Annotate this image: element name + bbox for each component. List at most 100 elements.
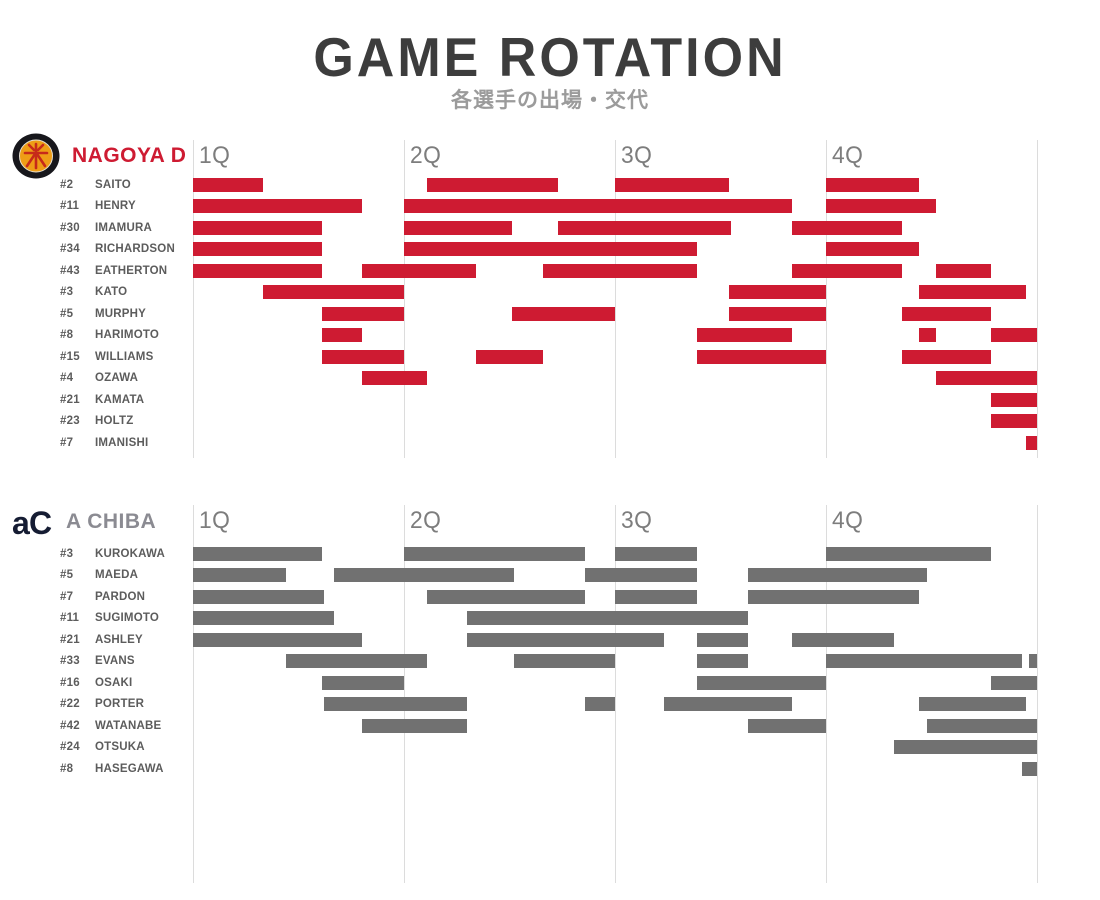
player-name: EATHERTON (95, 264, 168, 277)
player-number: #5 (60, 569, 74, 582)
stint-bar (361, 371, 428, 385)
player-row-saito: #2 SAITO (0, 174, 1100, 196)
player-name: WATANABE (95, 719, 162, 732)
page-subtitle: 各選手の出場・交代 (451, 88, 649, 112)
stint-bar (728, 285, 826, 299)
player-number: #8 (60, 762, 74, 775)
player-row-sugimoto: #11 SUGIMOTO (0, 608, 1100, 630)
player-row-imanishi: #7 IMANISHI (0, 432, 1100, 454)
gridline-q3-start (615, 140, 616, 458)
player-name: RICHARDSON (95, 243, 175, 256)
stint-bar (990, 675, 1037, 690)
stint-bar (321, 328, 362, 342)
player-row-kurokawa: #3 KUROKAWA (0, 543, 1100, 565)
stint-bar (935, 263, 991, 278)
player-row-richardson: #34 RICHARDSON (0, 239, 1100, 261)
team-header-chiba: a C A CHIBA (12, 501, 156, 543)
stint-bar (323, 697, 468, 711)
quarter-label-2q: 2Q (410, 507, 442, 534)
stint-bar (404, 546, 586, 561)
player-number: #3 (60, 547, 74, 560)
stint-bar (697, 675, 826, 690)
gridline-q4-start (826, 140, 827, 458)
quarter-label-1q: 1Q (199, 507, 231, 534)
stint-bars (193, 651, 1037, 673)
stint-bar (990, 414, 1037, 428)
stint-bar (193, 242, 322, 256)
stint-bar (918, 697, 1027, 711)
stint-bar (361, 718, 468, 733)
stint-bar (1026, 435, 1037, 450)
player-name: HOLTZ (95, 415, 134, 428)
quarter-label-3q: 3Q (621, 507, 653, 534)
stint-bar (697, 349, 826, 364)
player-number: #22 (60, 698, 80, 711)
stint-bar (901, 349, 991, 364)
player-name: OZAWA (95, 372, 139, 385)
gridline-q2-start (404, 140, 405, 458)
stint-bar (467, 611, 748, 625)
stint-bar (513, 654, 615, 668)
stint-bars (193, 411, 1037, 433)
stint-bar (262, 285, 404, 299)
stint-bar (990, 392, 1037, 407)
stint-bar (663, 697, 793, 711)
player-name: EVANS (95, 655, 135, 668)
stint-bar (193, 177, 263, 192)
stint-bars (193, 196, 1037, 218)
stint-bars (193, 608, 1037, 630)
stint-bar (321, 349, 404, 364)
player-name: MAEDA (95, 569, 139, 582)
player-name: KAMATA (95, 393, 145, 406)
player-number: #30 (60, 221, 80, 234)
stint-bar (893, 740, 1037, 754)
player-row-maeda: #5 MAEDA (0, 565, 1100, 587)
player-number: #8 (60, 329, 74, 342)
stint-bar (404, 199, 793, 213)
quarter-label-4q: 4Q (832, 507, 864, 534)
player-row-eatherton: #43 EATHERTON (0, 260, 1100, 282)
stint-bars (193, 565, 1037, 587)
player-number: #15 (60, 350, 80, 363)
page-title: GAME ROTATION (313, 27, 787, 89)
player-name: PORTER (95, 698, 145, 711)
stint-bar (826, 177, 919, 192)
quarter-label-3q: 3Q (621, 142, 653, 169)
stint-bar (792, 632, 894, 647)
player-name: KUROKAWA (95, 547, 165, 560)
nagoya-d-logo-icon (12, 133, 60, 179)
stint-bar (193, 199, 362, 213)
stint-bar (321, 675, 404, 690)
stint-bar (193, 263, 322, 278)
player-name: HARIMOTO (95, 329, 159, 342)
stint-bar (927, 718, 1037, 733)
stint-bar (918, 285, 1027, 299)
player-number: #16 (60, 676, 80, 689)
player-number: #42 (60, 719, 80, 732)
stint-bar (1028, 654, 1037, 668)
stint-bar (404, 220, 512, 235)
stint-bar (990, 328, 1037, 342)
stint-bars (193, 758, 1037, 780)
stint-bar (193, 546, 322, 561)
player-number: #11 (60, 612, 80, 625)
player-row-otsuka: #24 OTSUKA (0, 737, 1100, 759)
stint-bar (285, 654, 428, 668)
stint-bar (747, 568, 928, 582)
gridline-q1-start (193, 505, 194, 883)
player-number: #7 (60, 436, 74, 449)
stint-bar (427, 589, 586, 604)
player-name: ASHLEY (95, 633, 143, 646)
stint-bars (193, 260, 1037, 282)
player-name: WILLIAMS (95, 350, 154, 363)
team-name-nagoya: NAGOYA D (72, 144, 187, 167)
player-row-watanabe: #42 WATANABE (0, 715, 1100, 737)
stint-bar (1022, 761, 1037, 776)
player-row-kamata: #21 KAMATA (0, 389, 1100, 411)
player-row-osaki: #16 OSAKI (0, 672, 1100, 694)
stint-bar (697, 328, 793, 342)
stint-bar (826, 199, 936, 213)
player-number: #43 (60, 264, 80, 277)
player-row-ashley: #21 ASHLEY (0, 629, 1100, 651)
player-number: #23 (60, 415, 80, 428)
